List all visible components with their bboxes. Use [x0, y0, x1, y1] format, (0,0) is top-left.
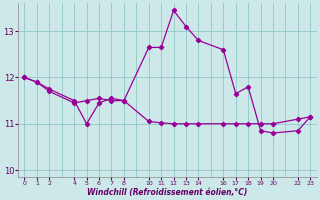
X-axis label: Windchill (Refroidissement éolien,°C): Windchill (Refroidissement éolien,°C) [87, 188, 248, 197]
